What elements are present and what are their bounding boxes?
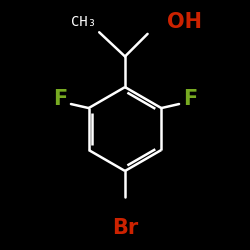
Text: CH₃: CH₃ <box>71 15 96 29</box>
Text: F: F <box>53 89 67 109</box>
Text: Br: Br <box>112 218 138 238</box>
Text: OH: OH <box>167 12 202 32</box>
Text: F: F <box>183 89 197 109</box>
